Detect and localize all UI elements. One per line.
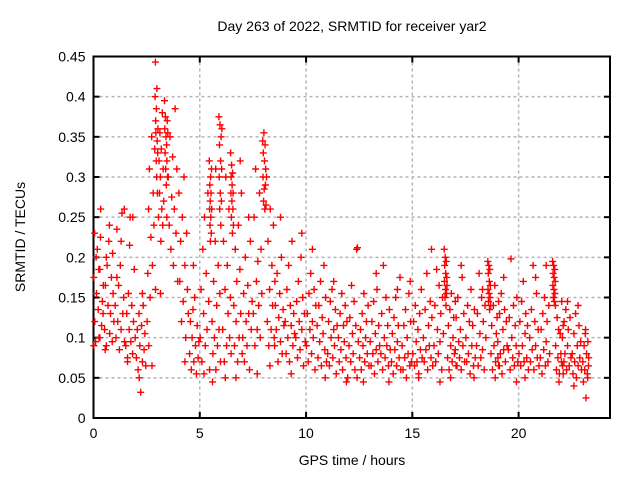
y-axis-label: SRMTID / TECUs — [12, 181, 28, 293]
y-tick-label: 0.2 — [66, 249, 86, 265]
x-tick-label: 0 — [90, 425, 98, 441]
x-tick-label: 15 — [405, 425, 421, 441]
chart-title: Day 263 of 2022, SRMTID for receiver yar… — [217, 18, 487, 34]
y-tick-label: 0.45 — [58, 49, 85, 65]
y-tick-label: 0.05 — [58, 370, 85, 386]
y-tick-label: 0.15 — [58, 290, 85, 306]
x-axis-label: GPS time / hours — [298, 452, 406, 468]
y-tick-label: 0 — [78, 410, 86, 426]
y-tick-label: 0.25 — [58, 209, 85, 225]
y-tick-label: 0.35 — [58, 129, 85, 145]
y-tick-label: 0.4 — [66, 89, 86, 105]
y-tick-label: 0.1 — [66, 330, 86, 346]
x-tick-label: 20 — [511, 425, 527, 441]
plot-border — [92, 55, 611, 419]
y-tick-label: 0.3 — [66, 169, 86, 185]
x-tick-label: 5 — [196, 425, 204, 441]
x-tick-label: 10 — [298, 425, 314, 441]
scatter-data-points — [90, 58, 593, 402]
